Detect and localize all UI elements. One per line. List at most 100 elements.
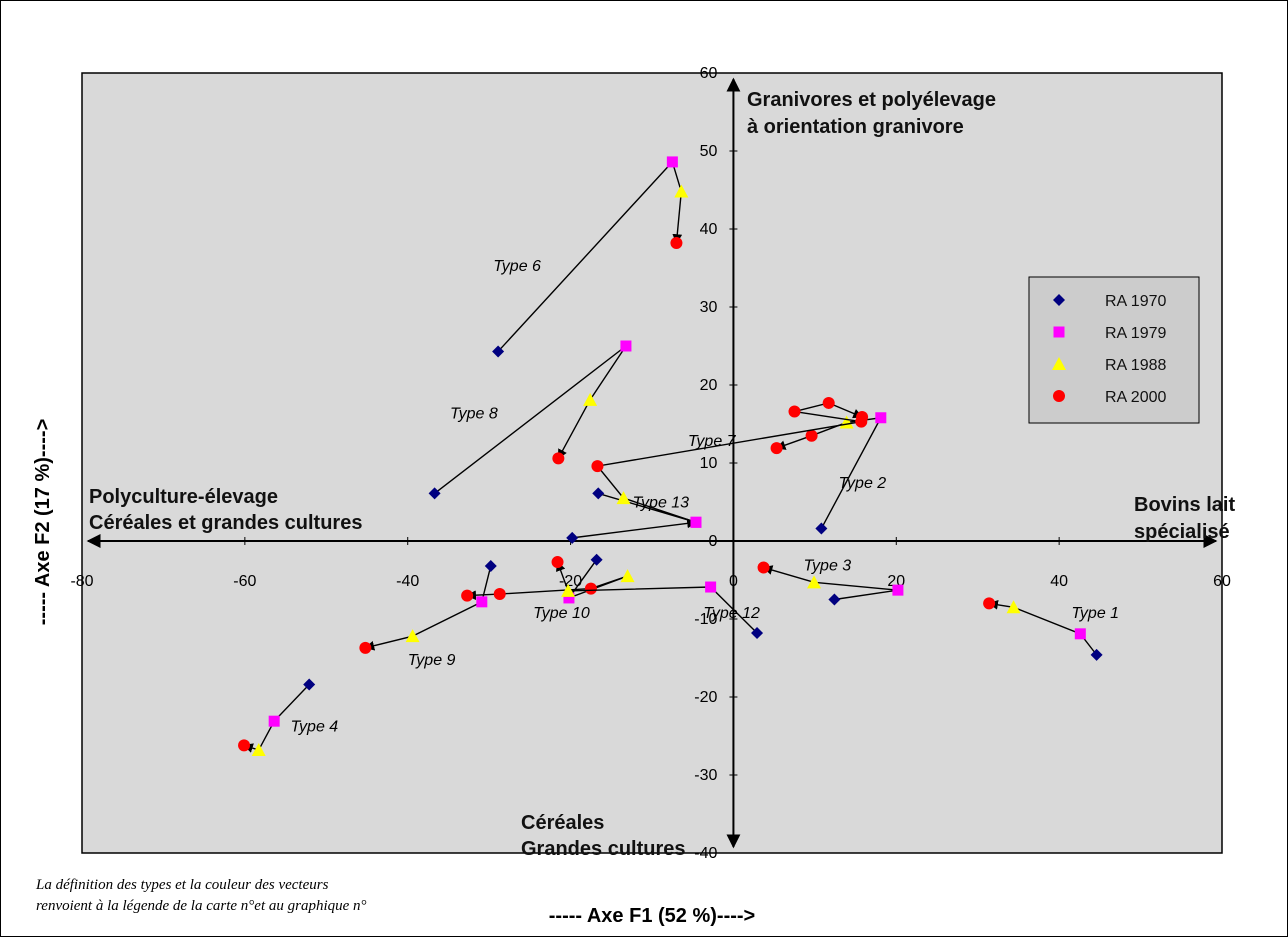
x-tick-label: -20 (559, 573, 582, 590)
x-tick-label: 40 (1050, 573, 1068, 590)
y-tick-label: 60 (700, 65, 718, 82)
type-label: Type 12 (703, 605, 760, 622)
ra1979-point (892, 584, 904, 596)
ra2000-point (856, 410, 869, 423)
legend-label: RA 1970 (1105, 293, 1166, 310)
type-label: Type 8 (450, 406, 498, 423)
ra2000-point (805, 429, 818, 442)
y-tick-label: -10 (694, 611, 717, 628)
ra1979-point (875, 412, 887, 424)
trajectory-type-1 (983, 597, 1103, 661)
ra2000-point (983, 597, 996, 610)
ra1979-point (1053, 326, 1065, 338)
y-tick-label: 30 (700, 299, 718, 316)
quadrant-left-line1: Polyculture-élevage (89, 486, 278, 508)
trajectory-type-2 (770, 412, 887, 535)
ra1988-point (674, 184, 689, 198)
trajectory-type-8 (428, 340, 632, 500)
legend: RA 1970 RA 1979 RA 1988 RA 2000 (1028, 276, 1200, 424)
trajectory-type-9 (359, 559, 497, 654)
trajectory-line (364, 565, 492, 651)
ra2000-point (591, 460, 604, 473)
ra1988-point (807, 575, 822, 589)
y-ticks: -40 -30 -20 -10 0 10 20 30 40 50 60 (694, 65, 738, 862)
type-label: Type 9 (408, 652, 456, 669)
quadrant-bottom-line2: Grandes cultures (521, 838, 686, 860)
x-tick-label: 60 (1213, 573, 1231, 590)
trajectory-line (434, 345, 627, 494)
trajectory-line (555, 561, 758, 634)
quadrant-bottom-line1: Céréales (521, 812, 604, 834)
ra1988-point (620, 569, 635, 583)
trajectory-line (988, 599, 1098, 656)
footnote-line1: La définition des types et la couleur de… (35, 877, 329, 893)
type-label: Type 3 (803, 558, 851, 575)
y-tick-label: -20 (694, 689, 717, 706)
ra1970-point (303, 678, 316, 691)
ra1988-point (1006, 600, 1021, 614)
ra2000-point (757, 561, 770, 574)
trajectory-line (243, 684, 310, 753)
x-axis-title: ----- Axe F1 (52 %)----> (549, 905, 755, 927)
trajectory-type-6 (492, 156, 689, 358)
x-tick-label: -80 (70, 573, 93, 590)
ra1970-point (1090, 648, 1103, 661)
ra1970-point (492, 345, 505, 358)
y-tick-label: 20 (700, 377, 718, 394)
ra1988-point (405, 629, 420, 643)
trajectories (238, 156, 1103, 757)
ra1970-point (590, 553, 603, 566)
x-tick-label: 0 (729, 573, 738, 590)
trajectory-line (497, 160, 683, 352)
trajectory-type-3 (757, 561, 904, 606)
type-label: Type 1 (1071, 605, 1119, 622)
type-label: Type 7 (688, 433, 737, 450)
ra1979-point (563, 592, 575, 604)
ra2000-point (493, 588, 506, 601)
ra1970-point (484, 559, 497, 572)
trajectory-type-12 (551, 556, 764, 640)
ra2000-point (788, 405, 801, 418)
ra1979-point (268, 715, 280, 727)
ra1979-point (666, 156, 678, 168)
y-tick-label: -40 (694, 845, 717, 862)
type-label: Type 2 (838, 475, 886, 492)
ra1988-point (1052, 357, 1066, 370)
ra2000-point (770, 442, 783, 455)
ra2000-point (359, 641, 372, 654)
trajectory-type-13 (566, 516, 702, 544)
type-label: Type 6 (493, 258, 541, 275)
type-labels: Type 1 Type 2 Type 3 Type 4 Type 6 Type 7 Type… (290, 258, 1119, 735)
y-tick-label: 50 (700, 143, 718, 160)
legend-label: RA 1979 (1105, 325, 1166, 342)
ra2000-point (551, 556, 564, 569)
footnote-line2: renvoient à la légende de la carte n°et … (36, 898, 367, 914)
type-label: Type 4 (290, 718, 338, 735)
ra1970-point (592, 487, 605, 500)
ra1970-point (815, 522, 828, 535)
quadrant-right-line2: spécialisé (1134, 521, 1230, 543)
ra2000-point (238, 739, 251, 752)
y-tick-label: 40 (700, 221, 718, 238)
ra1970-point (566, 531, 579, 544)
legend-label: RA 2000 (1105, 389, 1166, 406)
y-tick-label: 10 (700, 455, 718, 472)
trajectory-line (762, 565, 899, 601)
y-axis-title: ----- Axe F2 (17 %)----> (32, 419, 54, 625)
ra2000-point (461, 589, 474, 602)
ra1988-point (561, 583, 576, 597)
ra1988-point (251, 743, 266, 757)
legend-label: RA 1988 (1105, 357, 1166, 374)
y-tick-label: 0 (709, 533, 718, 550)
y-tick-label: -30 (694, 767, 717, 784)
ra1970-point (828, 593, 841, 606)
ra1970-point (751, 627, 764, 640)
quadrant-top-line1: Granivores et polyélevage (747, 89, 996, 111)
ra1970-point (1053, 294, 1065, 306)
ra2000-point (670, 237, 683, 250)
type-label: Type 13 (632, 494, 689, 511)
ra1988-point (616, 491, 631, 505)
ra1970-point (428, 487, 441, 500)
